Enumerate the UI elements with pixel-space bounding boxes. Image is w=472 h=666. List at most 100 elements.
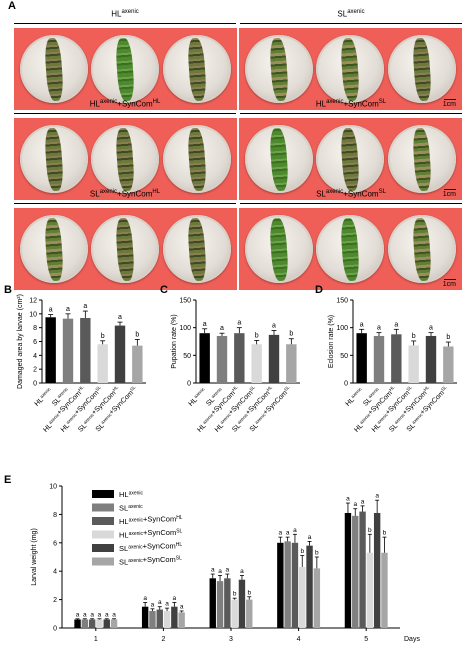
bar (163, 610, 171, 628)
significance-letter: b (383, 530, 387, 537)
bar (246, 599, 253, 628)
petri-dish (91, 35, 160, 103)
significance-letter: b (446, 334, 450, 341)
bar (74, 619, 81, 628)
bar (81, 619, 89, 628)
significance-letter: b (300, 548, 304, 555)
y-axis-label: Pupation rate (%) (171, 314, 178, 368)
bar (171, 606, 178, 628)
y-tick-label: 6 (33, 339, 37, 346)
bar (373, 512, 381, 628)
condition-underline (240, 113, 462, 114)
scale-bar: 1cm (443, 99, 456, 108)
bar (88, 619, 96, 628)
significance-letter: a (377, 325, 381, 332)
petri-dish (388, 125, 457, 193)
bar (373, 335, 385, 383)
legend-swatch (92, 530, 114, 539)
petri-dish (19, 215, 88, 283)
photo-panel (14, 28, 237, 110)
photo-row: 1cm (14, 28, 462, 110)
y-tick-label: 150 (336, 298, 348, 305)
y-axis-label: Eclosion rate (%) (328, 315, 335, 368)
significance-letter: b (289, 331, 293, 338)
condition-label: HLaxenic+SynComHL (89, 99, 161, 109)
significance-letter: a (66, 306, 70, 313)
x-tick-label: HLaxenic (33, 386, 55, 408)
photo-panel (14, 118, 237, 200)
y-tick-label: 2 (33, 367, 37, 374)
y-tick-label: 50 (183, 353, 191, 360)
significance-letter: a (220, 325, 224, 332)
petri-dish (244, 35, 313, 103)
bar (291, 542, 299, 628)
significance-letter: a (105, 611, 109, 618)
petri-dish (91, 125, 160, 193)
significance-letter: b (368, 527, 372, 534)
bar (356, 333, 367, 383)
x-tick-label: HLaxenic (344, 386, 366, 408)
bar (299, 566, 306, 628)
bar (391, 334, 402, 383)
bar (149, 610, 156, 628)
significance-letter: b (233, 591, 237, 598)
condition-underline (14, 113, 236, 114)
petri-dish (316, 125, 385, 193)
panel-e-letter: E (4, 474, 12, 486)
condition-label: SLaxenic+SynComSL (316, 189, 386, 199)
y-tick-label: 0 (53, 626, 57, 633)
significance-letter: a (293, 527, 297, 534)
bar (199, 333, 210, 383)
y-tick-label: 12 (29, 298, 37, 305)
x-tick-label: 1 (94, 636, 98, 643)
significance-letter: a (218, 568, 222, 575)
condition-underline (14, 203, 236, 204)
bar (97, 344, 108, 383)
condition-label: HLaxenic+SynComSL (315, 99, 387, 109)
condition-label: SLaxenic (337, 9, 365, 19)
y-tick-label: 0 (344, 381, 348, 388)
bar (352, 515, 359, 628)
petri-dish (244, 125, 313, 193)
significance-letter: a (211, 567, 215, 574)
y-tick-label: 0 (33, 381, 37, 388)
y-axis-label: Larval weight (mg) (31, 528, 38, 586)
bar (443, 346, 454, 383)
bar (45, 317, 56, 383)
x-axis-label: Days (404, 636, 420, 643)
petri-dish (388, 35, 457, 103)
y-tick-label: 4 (53, 569, 57, 576)
significance-letter: a (203, 321, 207, 328)
significance-letter: a (346, 496, 350, 503)
scale-bar: 1cm (443, 189, 456, 198)
petri-dish (19, 35, 88, 103)
significance-letter: a (308, 534, 312, 541)
bar (80, 317, 91, 383)
condition-underline (240, 23, 462, 24)
significance-letter: b (255, 332, 259, 339)
significance-letter: a (118, 314, 122, 321)
significance-letter: b (135, 331, 139, 338)
significance-letter: a (151, 601, 155, 608)
y-tick-label: 50 (340, 353, 348, 360)
significance-letter: b (412, 333, 416, 340)
significance-letter: a (286, 530, 290, 537)
bar (231, 599, 238, 628)
y-tick-label: 150 (179, 298, 191, 305)
x-tick-label: 5 (364, 636, 368, 643)
significance-letter: a (158, 599, 162, 606)
bar (96, 619, 103, 628)
bar (284, 541, 291, 628)
bar (209, 578, 216, 628)
petri-dish (163, 35, 232, 103)
legend-swatch (92, 557, 114, 566)
condition-underline (14, 23, 236, 24)
bar (114, 325, 126, 383)
panel-b-letter: B (4, 284, 12, 296)
legend-label: SLaxenic+SynComHL (119, 542, 182, 554)
y-tick-label: 10 (29, 311, 37, 318)
y-tick-label: 6 (53, 540, 57, 547)
panel-c-letter: C (160, 284, 168, 296)
condition-label: SLaxenic+SynComHL (89, 189, 161, 199)
significance-letter: a (165, 601, 169, 608)
